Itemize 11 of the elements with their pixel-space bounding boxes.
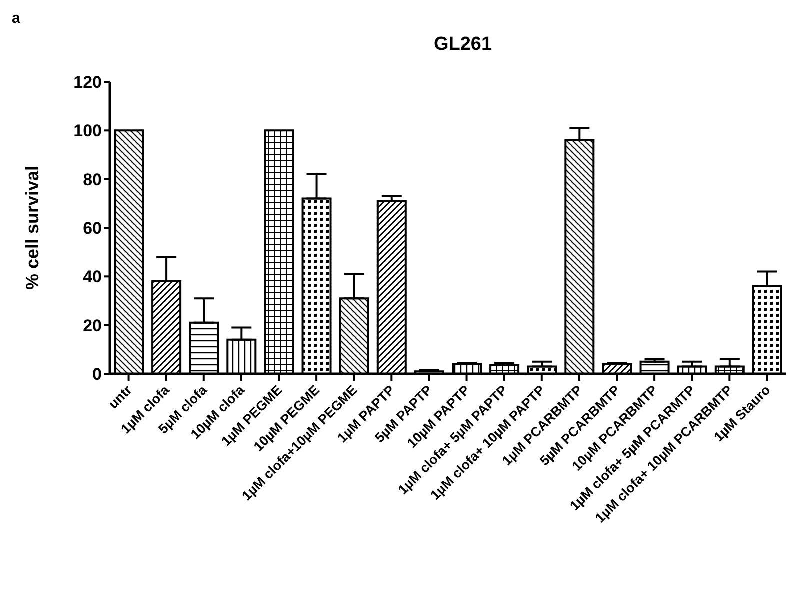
x-tick-label: untr	[106, 382, 136, 412]
y-tick-label: 20	[83, 316, 102, 336]
text: a	[12, 10, 20, 27]
y-axis-title: % cell survival	[22, 166, 42, 290]
y-tick-label: 120	[74, 73, 102, 92]
y-tick-label: 80	[83, 170, 102, 190]
y-tick-label: 40	[83, 268, 102, 287]
y-tick-label: 0	[92, 365, 102, 384]
chart-title: GL261	[432, 34, 494, 56]
y-tick-label: 100	[74, 122, 102, 141]
y-tick-label: 60	[83, 219, 102, 238]
